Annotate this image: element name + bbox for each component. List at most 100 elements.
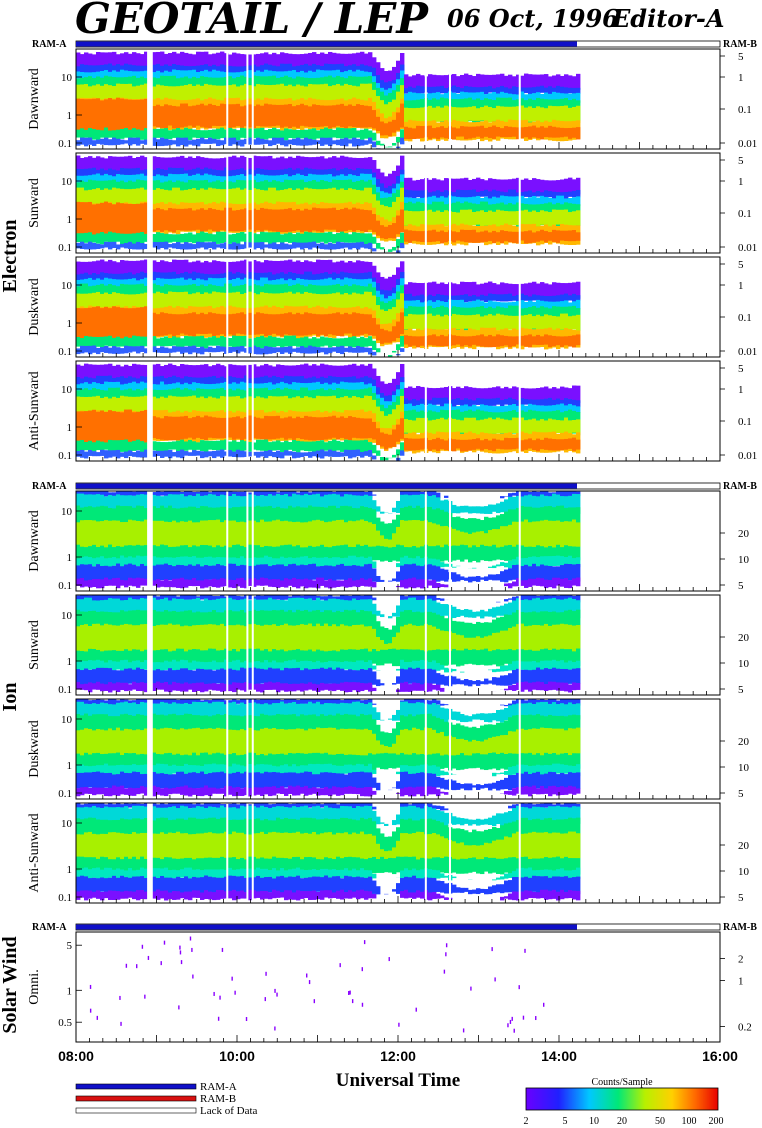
- left-tick-label: 10: [61, 714, 73, 726]
- right-tick-label: 20: [738, 736, 750, 748]
- left-tick-label: 1: [67, 422, 73, 434]
- x-tick-label: 12:00: [380, 1048, 416, 1064]
- right-tick-label: 5: [738, 363, 744, 375]
- colorbar-title: Counts/Sample: [591, 1077, 653, 1088]
- right-tick-label: 10: [738, 554, 750, 566]
- right-tick-label: 0.1: [738, 312, 752, 324]
- left-tick-label: 10: [61, 280, 73, 292]
- right-tick-label: 1: [738, 176, 744, 188]
- colorbar-tick: 20: [617, 1116, 627, 1127]
- page-title: GEOTAIL / LEP: [75, 0, 429, 43]
- strip-label-left-solar-wind: RAM-A: [32, 922, 67, 933]
- legend-label-ram-b: RAM-B: [200, 1093, 236, 1105]
- colorbar-tick: 10: [589, 1116, 599, 1127]
- left-tick-label: 0.1: [58, 684, 72, 696]
- x-tick-label: 10:00: [219, 1048, 255, 1064]
- left-tick-label: 1: [67, 552, 73, 564]
- left-tick-label: 10: [61, 818, 73, 830]
- left-tick-label: 5: [67, 940, 73, 952]
- panel-ylabel: Anti-Sunward: [27, 813, 42, 892]
- left-tick-label: 0.1: [58, 138, 72, 150]
- panel-ylabel: Duskward: [27, 720, 42, 778]
- colorbar: Counts/Sample 2 5 10 20 50 100 200: [524, 1077, 724, 1127]
- panel-i2: 10 1 0.1 20 10 5 Sunward: [27, 594, 750, 696]
- left-tick-label: 1: [67, 214, 73, 226]
- right-tick-label: 20: [738, 632, 750, 644]
- left-tick-label: 0.5: [58, 1017, 72, 1029]
- panel-ylabel: Sunward: [27, 178, 42, 228]
- right-tick-label: 0.01: [738, 138, 757, 150]
- left-tick-label: 1: [67, 318, 73, 330]
- mode-legend: RAM-A RAM-B Lack of Data: [75, 1081, 258, 1117]
- x-tick-label: 08:00: [58, 1048, 94, 1064]
- panel-i1: 10 1 0.1 20 10 5 Dawnward: [27, 490, 750, 592]
- right-tick-label: 5: [738, 51, 744, 63]
- panel-e4: 10 1 0.1 5 1 0.1 0.01 Anti-Sunward: [27, 360, 757, 462]
- right-tick-label: 1: [738, 384, 744, 396]
- colorbar-tick: 200: [709, 1116, 724, 1127]
- left-tick-label: 10: [61, 176, 73, 188]
- panel-s1: 5 1 0.5 2 1 0.2 Omni.: [27, 931, 752, 1043]
- colorbar-tick: 5: [563, 1116, 568, 1127]
- panel-e3: 10 1 0.1 5 1 0.1 0.01 Duskward: [27, 256, 757, 358]
- left-tick-label: 0.1: [58, 242, 72, 254]
- group-label-electron: Electron: [0, 220, 21, 293]
- date-label: 06 Oct, 1996: [447, 4, 619, 33]
- right-tick-label: 0.2: [738, 1022, 752, 1034]
- x-axis-title: Universal Time: [336, 1070, 460, 1091]
- strip-label-left-electron: RAM-A: [32, 39, 67, 50]
- group-label-solar-wind: Solar Wind: [0, 936, 21, 1033]
- right-tick-label: 0.01: [738, 346, 757, 358]
- panel-ylabel: Dawnward: [27, 510, 42, 571]
- colorbar-tick: 50: [655, 1116, 665, 1127]
- left-tick-label: 1: [67, 656, 73, 668]
- legend-label-lack-of-data: Lack of Data: [200, 1105, 258, 1117]
- right-tick-label: 0.1: [738, 416, 752, 428]
- legend-swatch-lack-of-data: [75, 1107, 197, 1114]
- right-tick-label: 20: [738, 528, 750, 540]
- right-tick-label: 10: [738, 762, 750, 774]
- left-tick-label: 10: [61, 610, 73, 622]
- mode-strip-solar-wind: [75, 923, 721, 931]
- group-label-ion: Ion: [0, 683, 21, 712]
- x-tick-label: 16:00: [702, 1048, 738, 1064]
- strip-label-right-ion: RAM-B: [723, 481, 757, 492]
- right-tick-label: 0.1: [738, 104, 752, 116]
- left-tick-label: 0.1: [58, 788, 72, 800]
- panel-i4: 10 1 0.1 20 10 5 Anti-Sunward: [27, 802, 750, 904]
- colorbar-tick: 2: [524, 1116, 529, 1127]
- left-tick-label: 1: [67, 985, 73, 997]
- colorbar-tick: 100: [682, 1116, 697, 1127]
- right-tick-label: 10: [738, 866, 750, 878]
- panel-ylabel: Sunward: [27, 620, 42, 670]
- right-tick-label: 5: [738, 788, 744, 800]
- legend-label-ram-a: RAM-A: [200, 1081, 237, 1093]
- left-tick-label: 10: [61, 72, 73, 84]
- panel-i3: 10 1 0.1 20 10 5 Duskward: [27, 698, 750, 800]
- editor-label: Editor-A: [611, 4, 725, 33]
- right-tick-label: 5: [738, 155, 744, 167]
- right-tick-label: 2: [738, 953, 744, 965]
- strip-label-right-solar-wind: RAM-B: [723, 922, 757, 933]
- left-tick-label: 0.1: [58, 450, 72, 462]
- left-tick-label: 10: [61, 506, 73, 518]
- panel-ylabel: Omni.: [27, 969, 42, 1004]
- right-tick-label: 10: [738, 658, 750, 670]
- panel-ylabel: Duskward: [27, 278, 42, 336]
- left-tick-label: 0.1: [58, 892, 72, 904]
- left-tick-label: 1: [67, 760, 73, 772]
- left-tick-label: 1: [67, 864, 73, 876]
- panel-ylabel: Anti-Sunward: [27, 371, 42, 450]
- right-tick-label: 20: [738, 840, 750, 852]
- mode-strip-ion: [75, 482, 721, 490]
- right-tick-label: 5: [738, 580, 744, 592]
- x-tick-label: 14:00: [541, 1048, 577, 1064]
- right-tick-label: 1: [738, 280, 744, 292]
- right-tick-label: 0.1: [738, 208, 752, 220]
- right-tick-label: 5: [738, 259, 744, 271]
- colorbar-gradient: [525, 1087, 719, 1111]
- legend-swatch-ram-a: [75, 1083, 197, 1090]
- right-tick-label: 5: [738, 684, 744, 696]
- right-tick-label: 0.01: [738, 242, 757, 254]
- left-tick-label: 1: [67, 110, 73, 122]
